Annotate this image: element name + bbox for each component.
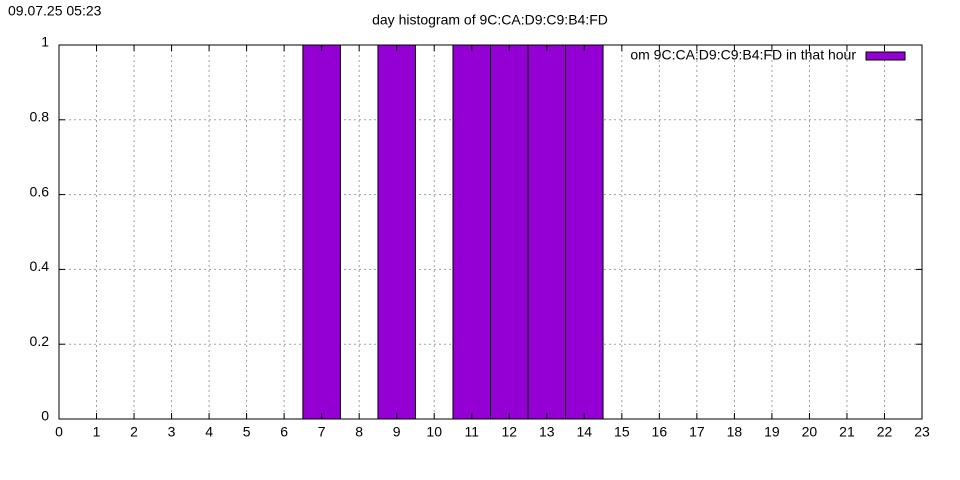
bar — [377, 45, 416, 419]
x-tick-label: 11 — [464, 424, 479, 440]
y-tick-label: 0.8 — [30, 109, 50, 125]
x-tick-label: 22 — [877, 424, 893, 440]
y-tick-label: 0.4 — [30, 258, 50, 274]
bar — [565, 45, 604, 419]
timestamp: 09.07.25 05:23 — [8, 3, 102, 19]
x-tick-label: 5 — [243, 424, 251, 440]
legend-swatch — [865, 51, 906, 61]
x-tick-label: 18 — [727, 424, 743, 440]
bar — [527, 45, 567, 419]
x-tick-label: 13 — [539, 424, 555, 440]
x-tick-label: 23 — [914, 424, 930, 440]
x-tick-label: 10 — [426, 424, 442, 440]
bar — [452, 45, 492, 419]
y-tick-label: 0.6 — [30, 183, 50, 199]
plot-border — [58, 44, 923, 420]
x-tick-label: 19 — [764, 424, 780, 440]
y-tick-label: 0 — [41, 408, 49, 424]
legend: om 9C:CA:D9:C9:B4:FD in that hour — [630, 47, 856, 63]
x-tick-label: 12 — [501, 424, 517, 440]
legend-label: om 9C:CA:D9:C9:B4:FD in that hour — [630, 47, 856, 63]
x-tick-label: 20 — [802, 424, 818, 440]
x-tick-label: 2 — [130, 424, 138, 440]
y-tick-label: 1 — [41, 34, 49, 50]
x-tick-label: 21 — [839, 424, 855, 440]
x-tick-label: 0 — [55, 424, 63, 440]
bar — [302, 45, 341, 419]
x-tick-label: 3 — [168, 424, 176, 440]
x-tick-label: 17 — [689, 424, 705, 440]
x-tick-label: 6 — [280, 424, 288, 440]
x-tick-label: 9 — [393, 424, 401, 440]
bars — [302, 45, 604, 419]
x-tick-label: 15 — [614, 424, 630, 440]
x-tick-label: 4 — [205, 424, 213, 440]
x-tick-label: 14 — [577, 424, 593, 440]
chart-title: day histogram of 9C:CA:D9:C9:B4:FD — [372, 12, 608, 28]
y-tick-label: 0.2 — [30, 333, 50, 349]
x-tick-label: 1 — [93, 424, 101, 440]
axes: 00.20.40.60.810 1 2 3 4 5 6 7 8 9 10 11 12 13 14 15 16 17… — [30, 34, 930, 440]
bar — [490, 45, 529, 419]
x-tick-label: 8 — [355, 424, 363, 440]
x-tick-label: 7 — [318, 424, 326, 440]
x-tick-label: 16 — [652, 424, 668, 440]
